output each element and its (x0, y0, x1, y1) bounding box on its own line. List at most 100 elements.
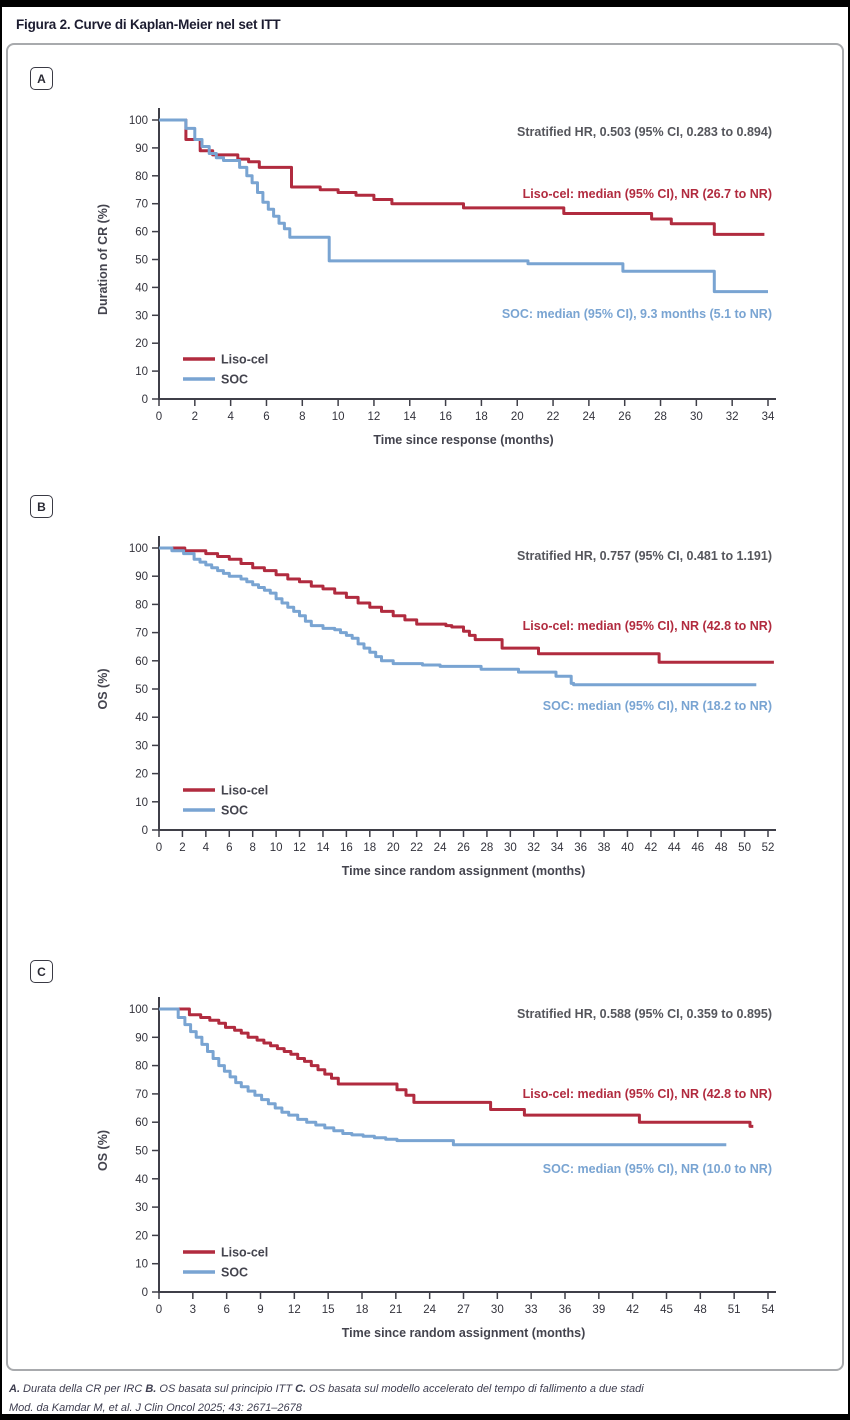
footer-panel-letter: A. (9, 1383, 20, 1395)
x-tick-label: 34 (551, 842, 564, 854)
x-tick-label: 33 (525, 1304, 538, 1316)
x-tick-label: 30 (690, 411, 703, 423)
panel-label-a: A (30, 67, 53, 90)
x-tick-label: 12 (293, 842, 306, 854)
x-tick-label: 54 (762, 1304, 775, 1316)
x-tick-label: 26 (618, 411, 631, 423)
x-tick-label: 32 (527, 842, 540, 854)
figure-footer: A. Durata della CR per IRC B. OS basata … (9, 1380, 839, 1415)
x-tick-label: 14 (403, 411, 416, 423)
x-tick-label: 6 (226, 842, 232, 854)
x-tick-label: 14 (317, 842, 330, 854)
liso-cel-curve (159, 1007, 754, 1128)
legend-label-soc: SOC (221, 373, 248, 387)
x-tick-label: 46 (691, 842, 704, 854)
x-tick-label: 0 (156, 1304, 162, 1316)
x-tick-label: 27 (457, 1304, 470, 1316)
liso-cel-median-annotation: Liso-cel: median (95% CI), NR (42.8 to N… (523, 1087, 772, 1101)
x-tick-label: 22 (547, 411, 560, 423)
x-tick-label: 50 (738, 842, 751, 854)
x-tick-label: 16 (340, 842, 353, 854)
x-tick-label: 24 (434, 842, 447, 854)
footer-citation: Mod. da Kamdar M, et al. J Clin Oncol 20… (9, 1402, 302, 1415)
x-tick-label: 34 (762, 411, 775, 423)
y-tick-label: 50 (135, 684, 148, 696)
y-tick-label: 70 (135, 1089, 148, 1101)
x-tick-label: 38 (598, 842, 611, 854)
stratified-hr-annotation: Stratified HR, 0.503 (95% CI, 0.283 to 0… (517, 125, 772, 139)
x-tick-label: 18 (363, 842, 376, 854)
y-tick-label: 50 (135, 1146, 148, 1158)
x-tick-label: 45 (660, 1304, 673, 1316)
x-tick-label: 48 (715, 842, 728, 854)
footer-panel-letter: C. (295, 1383, 307, 1395)
x-tick-label: 30 (491, 1304, 504, 1316)
y-tick-label: 10 (135, 1259, 148, 1271)
y-tick-label: 40 (135, 1174, 148, 1186)
legend-label-liso-cel: Liso-cel (221, 353, 268, 367)
x-tick-label: 4 (227, 411, 234, 423)
footer-panel-letter: B. (145, 1383, 157, 1395)
x-tick-label: 51 (728, 1304, 741, 1316)
x-tick-label: 39 (592, 1304, 605, 1316)
y-tick-label: 90 (135, 1032, 148, 1044)
y-tick-label: 0 (142, 394, 148, 406)
x-tick-label: 0 (156, 842, 162, 854)
x-tick-label: 12 (288, 1304, 301, 1316)
x-tick-label: 12 (368, 411, 381, 423)
y-axis-title: OS (%) (96, 1130, 110, 1171)
x-tick-label: 22 (410, 842, 423, 854)
y-tick-label: 20 (135, 769, 148, 781)
x-tick-label: 24 (582, 411, 595, 423)
y-tick-label: 40 (135, 282, 148, 294)
x-tick-label: 20 (387, 842, 400, 854)
legend-label-liso-cel: Liso-cel (221, 1246, 268, 1260)
x-tick-label: 4 (203, 842, 210, 854)
soc-median-annotation: SOC: median (95% CI), NR (18.2 to NR) (543, 699, 772, 713)
x-tick-label: 8 (299, 411, 305, 423)
x-tick-label: 24 (423, 1304, 436, 1316)
footer-caption: A. Durata della CR per IRC B. OS basata … (9, 1383, 644, 1395)
y-tick-label: 90 (135, 571, 148, 583)
x-tick-label: 48 (694, 1304, 707, 1316)
y-tick-label: 10 (135, 797, 148, 809)
x-tick-label: 20 (511, 411, 524, 423)
y-tick-label: 0 (142, 825, 148, 837)
x-tick-label: 26 (457, 842, 470, 854)
y-tick-label: 20 (135, 1230, 148, 1242)
liso-cel-median-annotation: Liso-cel: median (95% CI), NR (26.7 to N… (523, 187, 772, 201)
y-tick-label: 40 (135, 712, 148, 724)
stratified-hr-annotation: Stratified HR, 0.757 (95% CI, 0.481 to 1… (517, 549, 772, 563)
x-tick-label: 3 (190, 1304, 196, 1316)
x-tick-label: 36 (559, 1304, 572, 1316)
panel-label-c: C (30, 960, 53, 983)
panel-label-b: B (30, 495, 53, 518)
x-tick-label: 0 (156, 411, 162, 423)
x-axis-title: Time since random assignment (months) (342, 1326, 586, 1340)
soc-median-annotation: SOC: median (95% CI), NR (10.0 to NR) (543, 1162, 772, 1176)
y-tick-label: 100 (129, 543, 148, 555)
x-tick-label: 6 (223, 1304, 229, 1316)
y-tick-label: 0 (142, 1287, 148, 1299)
legend-label-liso-cel: Liso-cel (221, 784, 268, 798)
x-tick-label: 21 (389, 1304, 402, 1316)
panels-border-box (6, 43, 844, 1371)
liso-cel-curve (159, 546, 774, 664)
y-axis-title: Duration of CR (%) (96, 204, 110, 315)
y-tick-label: 80 (135, 599, 148, 611)
x-tick-label: 28 (654, 411, 667, 423)
x-tick-label: 42 (626, 1304, 639, 1316)
y-tick-label: 30 (135, 740, 148, 752)
legend-label-soc: SOC (221, 804, 248, 818)
x-axis-title: Time since random assignment (months) (342, 864, 586, 878)
x-tick-label: 8 (249, 842, 255, 854)
y-tick-label: 50 (135, 255, 148, 267)
x-tick-label: 36 (574, 842, 587, 854)
x-tick-label: 28 (481, 842, 494, 854)
x-tick-label: 10 (332, 411, 345, 423)
y-axis-title: OS (%) (96, 669, 110, 710)
x-tick-label: 6 (263, 411, 269, 423)
y-tick-label: 20 (135, 338, 148, 350)
